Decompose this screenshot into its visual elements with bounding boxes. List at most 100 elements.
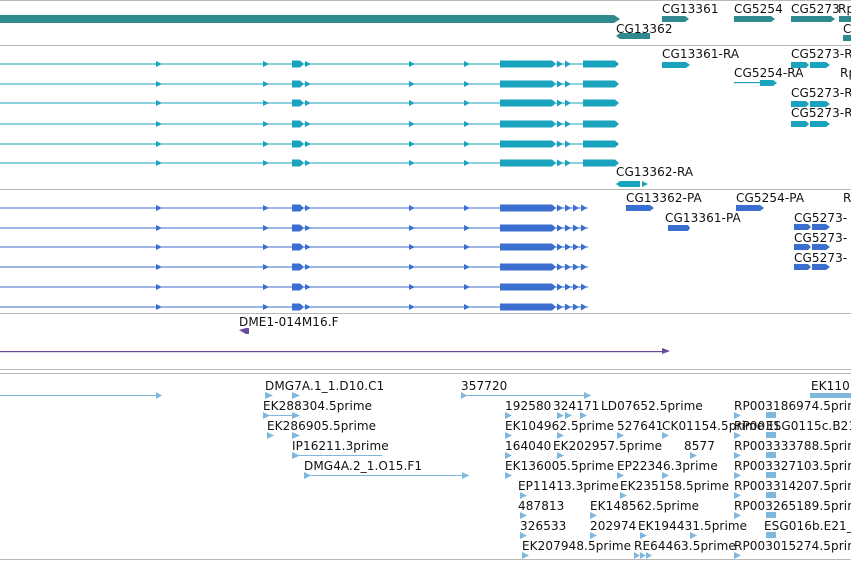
gene-label[interactable]: CG13362	[616, 22, 673, 36]
transcript-intron-arrow	[464, 81, 470, 87]
cdna-label[interactable]: EK148562.5prime	[590, 499, 700, 513]
cdna-glyph	[557, 452, 564, 459]
cdna-label[interactable]: 192580	[505, 399, 552, 413]
track-divider	[0, 313, 851, 314]
cds-label[interactable]: CG13361-PA	[665, 211, 741, 225]
cds-track: CG13362-PA CG5254-PA R CG13361-PA CG5273…	[0, 190, 851, 313]
gene-label[interactable]: Rp	[838, 2, 851, 16]
gene-label[interactable]: CG5254	[734, 2, 783, 16]
cdna-label[interactable]: 164040	[505, 439, 552, 453]
cdna-label[interactable]: ESG016b.E21_	[764, 519, 851, 533]
cdna-label[interactable]: EK202957.5prime	[553, 439, 663, 453]
transcript-label[interactable]: CG5273-R	[791, 86, 851, 100]
cds-label[interactable]: CG5254-PA	[736, 191, 805, 205]
transcript-intron-arrow	[305, 100, 311, 106]
transcript-intron-arrow	[263, 81, 269, 87]
cds-intron-arrow	[581, 224, 587, 232]
cdna-label[interactable]: RE64463.5prime	[634, 539, 736, 553]
cdna-glyph	[304, 472, 311, 479]
transcript-intron-arrow	[263, 141, 269, 147]
cdna-label[interactable]: EP22346.3prime	[617, 459, 718, 473]
cdna-label[interactable]: 202974	[590, 519, 637, 533]
cds-exon	[292, 224, 304, 232]
transcript-label[interactable]: CG5254-RA	[734, 66, 804, 80]
cdna-label[interactable]: DMG4A.2_1.O15.F1	[304, 459, 423, 473]
est-label[interactable]: DME1-014M16.F	[239, 315, 339, 329]
cdna-label[interactable]: CK01154.5prime	[662, 419, 765, 433]
cdna-label[interactable]: 8577	[684, 439, 715, 453]
cds-label[interactable]: CG5273-	[794, 211, 848, 225]
transcript-label[interactable]: CG13362-RA	[616, 165, 694, 179]
cds-intron-arrow	[409, 304, 415, 310]
cdna-label[interactable]: RP003015274.5prime	[734, 539, 851, 553]
cdna-label[interactable]: 357720	[461, 379, 508, 393]
transcript-intron-arrow	[565, 99, 571, 107]
cdna-line	[0, 395, 160, 396]
cds-exon	[292, 204, 304, 212]
cdna-label[interactable]: RP0031	[734, 419, 781, 433]
gene-label[interactable]: CG5273	[791, 2, 840, 16]
cds-glyph	[794, 264, 811, 270]
cdna-label[interactable]: LD07652.5prime	[601, 399, 703, 413]
cdna-label[interactable]: EK286905.5prime	[267, 419, 377, 433]
cdna-label[interactable]: EK235158.5prime	[620, 479, 730, 493]
cdna-label[interactable]: 324171	[553, 399, 600, 413]
cds-glyphs	[0, 204, 830, 311]
cds-label[interactable]: CG5273-	[794, 251, 848, 265]
cdna-label[interactable]: RP003333788.5prime	[734, 439, 851, 453]
cds-glyph	[736, 205, 764, 211]
gene-label[interactable]: CG13361	[662, 2, 719, 16]
cdna-label[interactable]: EK110	[811, 379, 850, 393]
transcript-intron-arrow	[409, 141, 415, 147]
cdna-label[interactable]: 527641	[617, 419, 664, 433]
transcript-label[interactable]: CG13361-RA	[662, 47, 740, 61]
transcript-label[interactable]: CG5273-R	[791, 106, 851, 120]
cds-exon	[292, 243, 304, 251]
cdna-glyph	[263, 412, 270, 419]
transcript-label[interactable]: CG5273-R	[791, 47, 851, 61]
transcript-intron-arrow	[305, 160, 311, 166]
cdna-label[interactable]: EP11413.3prime	[518, 479, 619, 493]
transcript-intron-arrow	[464, 61, 470, 67]
cds-intron-arrow	[581, 243, 587, 251]
transcript-intron-arrow	[156, 61, 162, 67]
gene-glyph	[616, 33, 650, 39]
cds-intron-arrow	[156, 264, 162, 270]
cds-label[interactable]: R	[843, 191, 851, 205]
cdna-label[interactable]: EK194431.5prime	[638, 519, 748, 533]
transcript-glyph	[810, 101, 830, 107]
cdna-glyph	[620, 492, 627, 499]
cds-label[interactable]: CG13362-PA	[626, 191, 702, 205]
cdna-label[interactable]: RP003314207.5prime	[734, 479, 851, 493]
gene-track: CG13361 CG5254 CG5273 Rp C CG13362	[0, 0, 851, 45]
cdna-label[interactable]: RP003327103.5prime	[734, 459, 851, 473]
cds-intron-arrow	[464, 284, 470, 290]
cdna-label[interactable]: EK136005.5prime	[505, 459, 615, 473]
cdna-label[interactable]: IP16211.3prime	[292, 439, 389, 453]
transcript-intron-arrow	[263, 100, 269, 106]
transcript-intron-arrow	[156, 160, 162, 166]
transcript-glyphs	[0, 60, 830, 187]
gene-label[interactable]: C	[843, 22, 851, 36]
cdna-label[interactable]: 326533	[520, 519, 567, 533]
transcript-intron-arrow	[305, 61, 311, 67]
transcript-label[interactable]: Rp	[840, 66, 851, 80]
cds-intron-arrow	[156, 304, 162, 310]
cdna-label[interactable]: EK104962.5prime	[505, 419, 615, 433]
cds-intron-arrow	[557, 243, 563, 251]
transcript-intron-arrow	[565, 120, 571, 128]
transcript-intron-arrow	[565, 140, 571, 148]
transcript-exon	[583, 80, 619, 88]
cds-intron-arrow	[156, 284, 162, 290]
cdna-label[interactable]: RP003186974.5prime	[734, 399, 851, 413]
cds-glyph	[626, 205, 654, 211]
cdna-label[interactable]: EK207948.5prime	[522, 539, 632, 553]
cdna-glyph	[565, 412, 572, 419]
cdna-label[interactable]: ESG0115c.B21	[766, 419, 851, 433]
cds-intron-arrow	[557, 204, 563, 212]
cdna-label[interactable]: DMG7A.1_1.D10.C1	[265, 379, 385, 393]
cdna-label[interactable]: 487813	[518, 499, 565, 513]
cdna-label[interactable]: EK288304.5prime	[263, 399, 373, 413]
cdna-label[interactable]: RP003265189.5prime	[734, 499, 851, 513]
cds-label[interactable]: CG5273-	[794, 231, 848, 245]
